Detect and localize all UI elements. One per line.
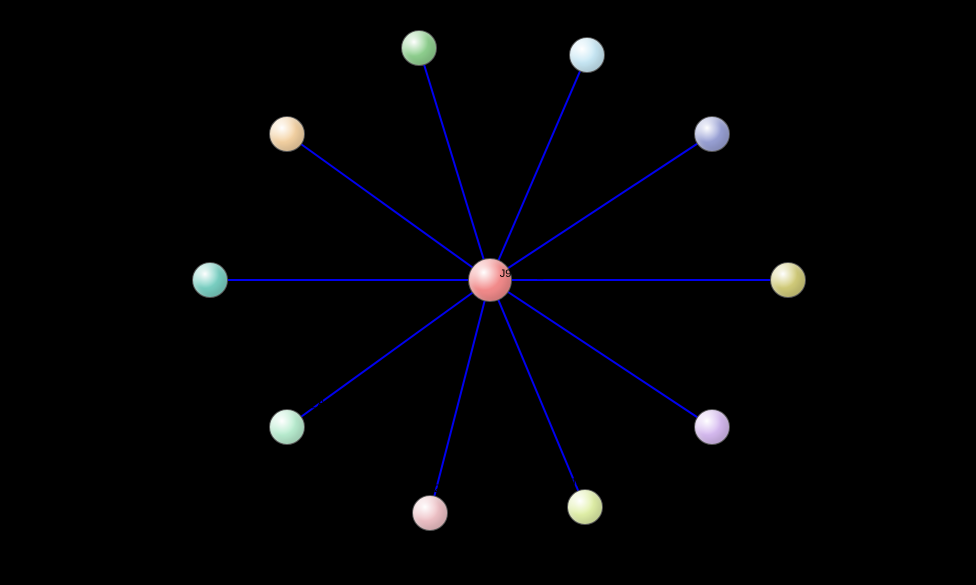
node-label: J9L240_ACYPI [416,483,491,495]
edge [490,55,587,280]
edge [430,280,490,513]
node[interactable] [192,262,228,298]
edge [287,134,490,280]
node-label: X1WKZ6_ACYPI [156,250,239,262]
node[interactable] [269,409,305,445]
node-center[interactable] [468,258,512,302]
node-label: J9K642_ACYPI [698,397,774,409]
node-label: X1WMI4_ACYPI [234,104,315,116]
node[interactable] [694,116,730,152]
node-label: J9L045_ACYPI [405,18,480,30]
edge [490,280,585,507]
node[interactable] [694,409,730,445]
node[interactable] [269,116,305,152]
node[interactable] [401,30,437,66]
node[interactable] [569,37,605,73]
node-label: J9LES2_ACYPI [570,477,648,489]
edge [490,280,712,427]
node-label: X1WSM4_ACYPI [693,104,779,116]
network-canvas: J9LNJ3_ACYPI J9L045_ACYPI X1XM01_ACYPI X1WS… [0,0,976,585]
node-label: X1WLK5_ACYPI [771,250,854,262]
node[interactable] [770,262,806,298]
node-label: J9LNJ3_ACYPI [500,268,576,280]
edge [490,134,712,280]
node[interactable] [412,495,448,531]
node-label: J9M3A2_ACYPI [271,397,350,409]
edge [419,48,490,280]
node-label: X1XM01_ACYPI [570,25,651,37]
node[interactable] [567,489,603,525]
